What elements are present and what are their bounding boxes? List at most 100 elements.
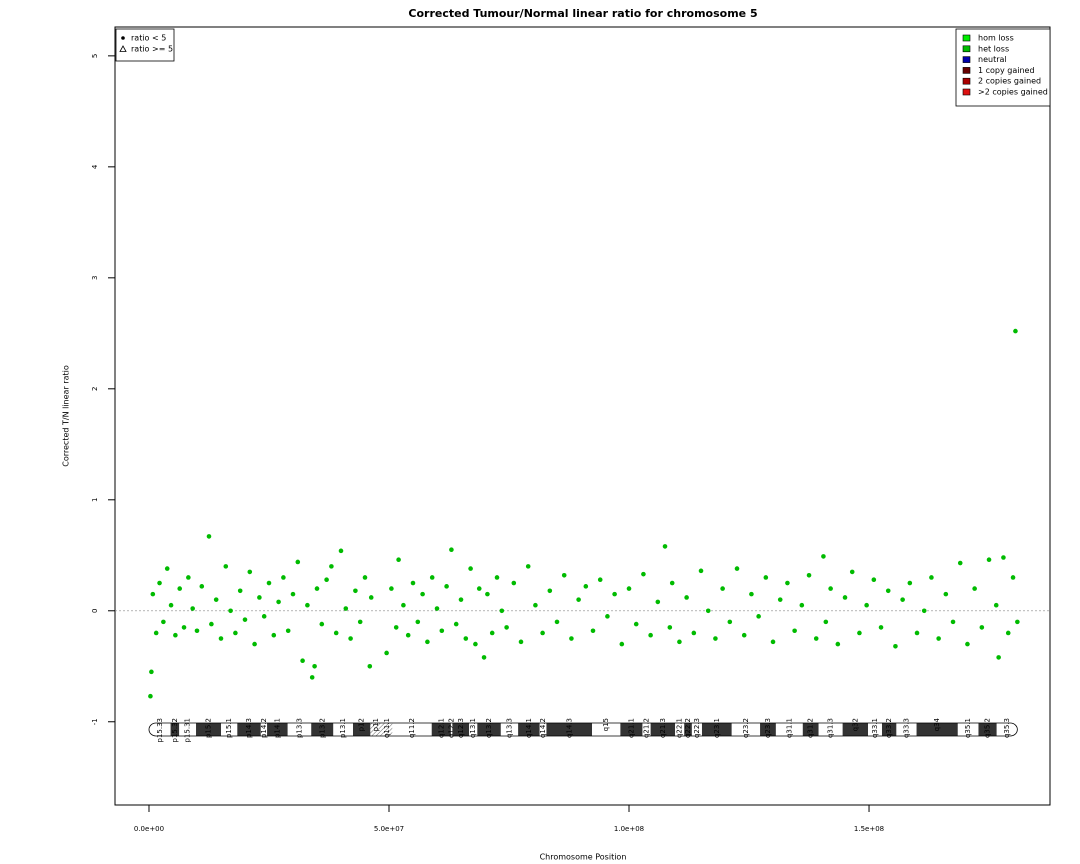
- legend-swatch: [962, 88, 971, 96]
- data-point: [362, 575, 368, 580]
- data-point: [223, 564, 229, 569]
- data-point: [511, 580, 517, 586]
- ideogram-band: [392, 723, 432, 736]
- data-point: [420, 591, 425, 597]
- ideogram-band: [642, 723, 651, 736]
- data-point: [463, 636, 469, 641]
- data-point: [1015, 619, 1020, 625]
- data-point: [353, 588, 358, 594]
- ideogram-band: [760, 723, 776, 736]
- ideogram-band: [957, 723, 979, 736]
- band-label: p14.1: [273, 718, 281, 738]
- data-point: [626, 586, 632, 591]
- data-point: [540, 630, 545, 636]
- data-point: [900, 597, 905, 602]
- ideogram-band: [148, 723, 171, 736]
- data-point: [835, 641, 841, 647]
- data-point: [252, 641, 257, 647]
- data-point: [285, 628, 291, 634]
- ideogram-band: [287, 723, 312, 736]
- ideogram-outline: [148, 722, 1018, 737]
- data-point: [871, 577, 877, 583]
- data-point: [343, 606, 349, 611]
- data-point: [396, 557, 401, 563]
- data-point: [247, 569, 253, 575]
- data-point: [405, 632, 411, 638]
- data-point: [605, 614, 610, 619]
- data-point: [698, 568, 704, 574]
- ideogram-band: [352, 723, 371, 736]
- ideogram-band: [731, 723, 761, 736]
- data-point: [669, 580, 675, 586]
- data-point: [173, 632, 178, 638]
- band-label: q33.2: [885, 718, 893, 738]
- band-label: q31.2: [807, 718, 815, 738]
- data-point: [338, 548, 344, 554]
- data-point: [590, 628, 596, 634]
- data-point: [499, 608, 505, 614]
- data-point: [986, 557, 992, 563]
- data-point: [641, 571, 646, 577]
- legend-swatch: [962, 34, 971, 42]
- data-point: [547, 588, 553, 594]
- data-point: [300, 658, 305, 664]
- band-label: q33.3: [902, 718, 910, 738]
- legend-label: ratio >= 5: [131, 45, 173, 54]
- ideogram-band: [691, 723, 702, 736]
- data-point: [324, 577, 329, 583]
- ideogram-band: [452, 723, 470, 736]
- data-point: [1005, 630, 1011, 636]
- data-point: [453, 621, 459, 627]
- data-point: [914, 630, 920, 636]
- data-point: [314, 586, 320, 591]
- data-point: [157, 580, 162, 586]
- ideogram-band: [592, 723, 621, 736]
- data-point: [319, 621, 325, 627]
- band-label: p14.3: [245, 718, 253, 738]
- data-point: [763, 575, 769, 580]
- data-point: [393, 625, 399, 630]
- data-point: [943, 591, 949, 597]
- data-point: [965, 641, 970, 647]
- data-point: [333, 630, 339, 636]
- ideogram-band: [881, 723, 897, 736]
- band-label: q22.3: [693, 718, 701, 738]
- band-label: q31.1: [785, 718, 793, 738]
- ideogram-band: [675, 723, 685, 736]
- band-label: q23.2: [742, 718, 750, 738]
- data-point: [190, 606, 195, 611]
- ideogram-band: [311, 723, 334, 736]
- ideogram-band: [842, 723, 869, 736]
- ideogram-band: [267, 723, 288, 736]
- data-point: [972, 586, 977, 591]
- data-point: [410, 580, 416, 586]
- data-point: [489, 630, 495, 636]
- data-point: [309, 675, 315, 680]
- data-point: [458, 597, 464, 602]
- data-point: [662, 544, 668, 549]
- data-point: [271, 632, 277, 638]
- data-point: [921, 608, 927, 614]
- band-label: p11: [372, 718, 380, 731]
- band-label: q22.2: [684, 718, 692, 738]
- band-label: p12: [358, 718, 366, 731]
- band-label: q35.3: [1003, 718, 1011, 738]
- data-point: [885, 588, 891, 594]
- data-point: [823, 619, 829, 625]
- y-tick-label: 4: [91, 164, 99, 169]
- data-point: [348, 636, 353, 641]
- ideogram-band: [469, 723, 478, 736]
- legend-swatch: [962, 67, 971, 74]
- data-point: [907, 580, 913, 586]
- data-point: [150, 591, 156, 597]
- legend-symbol: [121, 36, 125, 40]
- data-point: [389, 586, 394, 591]
- legend-label: het loss: [978, 44, 1009, 53]
- data-point: [281, 575, 286, 580]
- band-label: q14.2: [539, 718, 547, 738]
- data-point: [257, 595, 262, 600]
- data-point: [684, 595, 689, 600]
- legend-swatch: [962, 77, 971, 85]
- band-label: q12.3: [457, 718, 465, 738]
- band-label: p15.33: [156, 718, 164, 742]
